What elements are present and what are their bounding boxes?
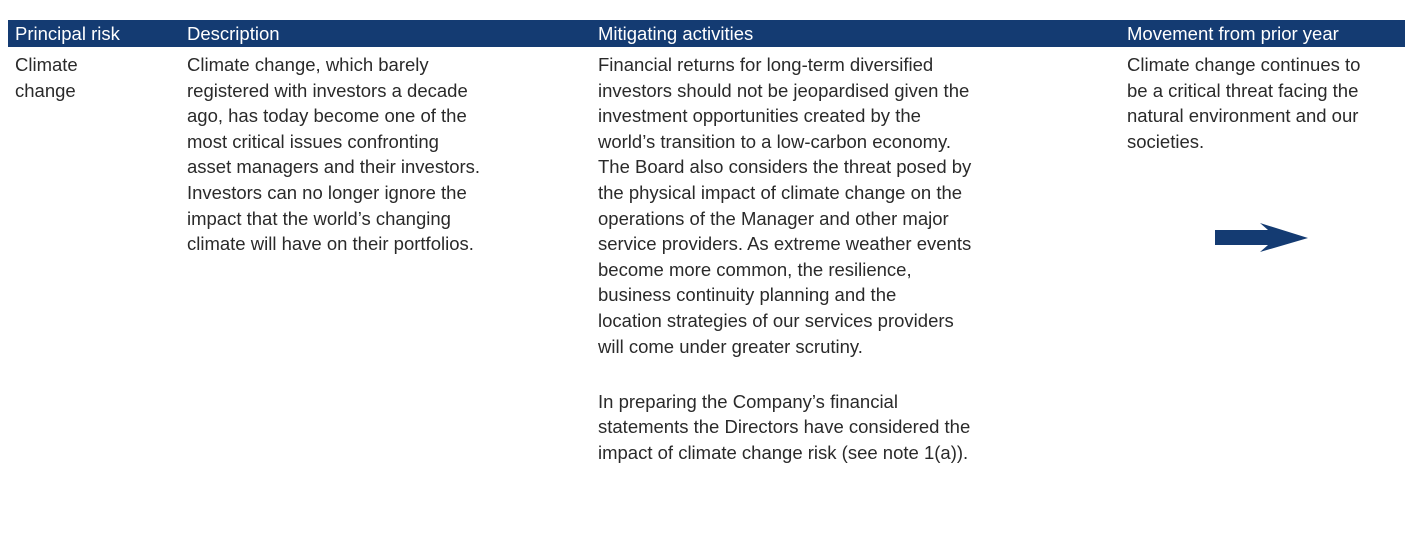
cell-text: asset managers and their investors. xyxy=(187,156,481,178)
cell-text: Climate change continues to xyxy=(1127,54,1361,75)
cell-text: business continuity planning and the xyxy=(598,284,897,306)
cell-text: be a critical threat facing the xyxy=(1127,79,1359,101)
cell-text: service providers. As extreme weather ev… xyxy=(598,233,972,255)
cell-text: world’s transition to a low-carbon econo… xyxy=(598,130,952,152)
column-header: Mitigating activities xyxy=(598,23,754,44)
cell-text: impact that the world’s changing xyxy=(187,207,451,229)
cell-text: societies. xyxy=(1127,130,1205,152)
cell-text: investors should not be jeopardised give… xyxy=(598,79,970,101)
cell-text: impact of climate change risk (see note … xyxy=(598,442,969,463)
cell-text: will come under greater scrutiny. xyxy=(598,335,863,357)
column-header: Movement from prior year xyxy=(1127,23,1339,44)
cell-text: Climate change, which barely xyxy=(187,54,429,75)
cell-text: registered with investors a decade xyxy=(187,79,468,101)
cell-text: Investors can no longer ignore the xyxy=(187,182,467,203)
cell-text: become more common, the resilience, xyxy=(598,258,912,280)
cell-text: climate will have on their portfolios. xyxy=(187,233,474,255)
column-header: Principal risk xyxy=(15,23,120,44)
cell-text: statements the Directors have considered… xyxy=(598,416,971,438)
cell-text: change xyxy=(15,79,76,101)
cell-text: natural environment and our xyxy=(1127,105,1359,127)
cell-text: the physical impact of climate change on… xyxy=(598,182,963,203)
header-bar xyxy=(8,20,1405,47)
cell-text: In preparing the Company’s financial xyxy=(598,390,898,412)
cell-text: Climate xyxy=(15,54,78,75)
cell-text: ago, has today become one of the xyxy=(187,105,467,127)
cell-text: investment opportunities created by the xyxy=(598,105,921,127)
cell-text: Financial returns for long-term diversif… xyxy=(598,54,934,75)
cell-text: location strategies of our services prov… xyxy=(598,310,954,331)
column-header: Description xyxy=(187,23,280,44)
cell-text: operations of the Manager and other majo… xyxy=(598,207,949,229)
cell-text: most critical issues confronting xyxy=(187,130,439,152)
cell-text: The Board also considers the threat pose… xyxy=(598,156,972,178)
movement-arrow xyxy=(1215,223,1308,252)
